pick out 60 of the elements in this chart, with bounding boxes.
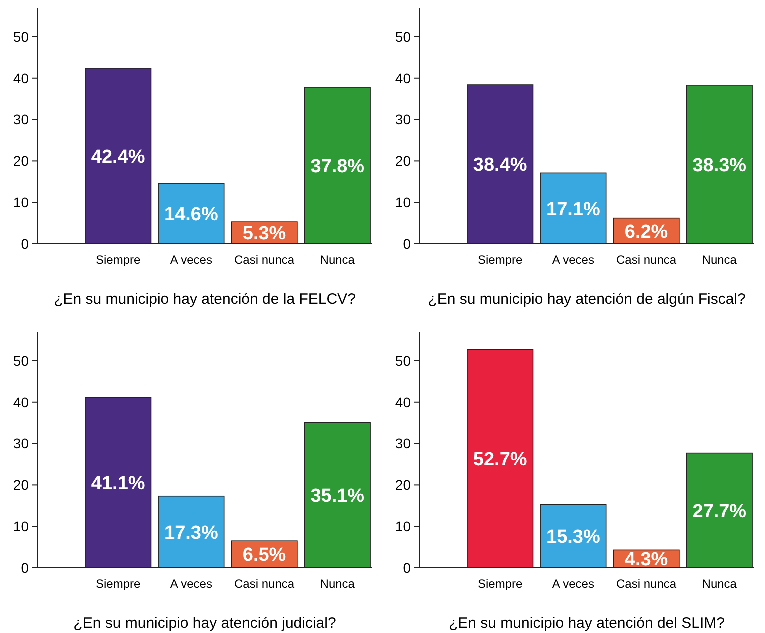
x-axis-title: ¿En su municipio hay atención del SLIM? bbox=[449, 615, 725, 632]
y-tick-label: 10 bbox=[395, 518, 412, 534]
y-tick-label: 50 bbox=[395, 28, 412, 45]
data-label: 6.5% bbox=[242, 545, 286, 566]
y-tick-label: 20 bbox=[13, 477, 30, 494]
y-tick-label: 0 bbox=[21, 560, 30, 576]
y-tick-label: 40 bbox=[13, 70, 30, 86]
data-label: 41.1% bbox=[91, 474, 146, 495]
data-label: 15.3% bbox=[546, 526, 600, 548]
data-label: 38.3% bbox=[692, 155, 747, 176]
y-tick-label: 10 bbox=[13, 194, 30, 210]
y-tick-label: 40 bbox=[395, 70, 412, 86]
y-tick-label: 30 bbox=[395, 436, 412, 452]
x-axis-title: ¿En su municipio hay atención de la FELCV? bbox=[54, 291, 356, 308]
x-tick-label: A veces bbox=[552, 577, 594, 591]
data-label: 5.3% bbox=[242, 224, 286, 245]
x-tick-label: Nunca bbox=[702, 253, 738, 267]
x-tick-label: A veces bbox=[170, 253, 212, 267]
y-tick-label: 20 bbox=[395, 477, 412, 494]
y-tick-label: 40 bbox=[395, 394, 412, 410]
data-label: 17.1% bbox=[546, 199, 600, 220]
y-tick-label: 10 bbox=[395, 194, 412, 210]
x-tick-label: Siempre bbox=[96, 253, 142, 267]
x-tick-label: Nunca bbox=[320, 253, 356, 267]
data-label: 42.4% bbox=[91, 146, 146, 168]
y-tick-label: 10 bbox=[13, 518, 30, 534]
data-label: 14.6% bbox=[164, 204, 218, 226]
data-label: 35.1% bbox=[310, 486, 365, 507]
y-tick-label: 0 bbox=[403, 236, 412, 252]
y-tick-label: 30 bbox=[13, 436, 30, 452]
data-label: 17.3% bbox=[164, 522, 218, 544]
y-tick-label: 50 bbox=[13, 352, 30, 369]
data-label: 52.7% bbox=[473, 450, 528, 471]
data-label: 38.4% bbox=[473, 155, 528, 176]
data-label: 37.8% bbox=[310, 156, 365, 178]
y-tick-label: 50 bbox=[395, 352, 412, 369]
x-axis-title: ¿En su municipio hay atención judicial? bbox=[74, 615, 336, 632]
x-tick-label: Casi nunca bbox=[616, 253, 677, 267]
y-tick-label: 30 bbox=[395, 112, 412, 128]
data-label: 4.3% bbox=[624, 550, 668, 571]
x-tick-label: Casi nunca bbox=[234, 253, 295, 267]
y-tick-label: 30 bbox=[13, 112, 30, 128]
y-tick-label: 50 bbox=[13, 28, 30, 45]
x-tick-label: A veces bbox=[170, 577, 212, 591]
x-tick-label: Casi nunca bbox=[234, 577, 295, 591]
y-tick-label: 40 bbox=[13, 394, 30, 410]
x-tick-label: Casi nunca bbox=[616, 577, 677, 591]
x-tick-label: Nunca bbox=[320, 577, 356, 591]
data-label: 6.2% bbox=[624, 222, 668, 243]
y-tick-label: 0 bbox=[21, 236, 30, 252]
x-tick-label: Nunca bbox=[702, 577, 738, 591]
y-tick-label: 20 bbox=[395, 153, 412, 170]
y-tick-label: 20 bbox=[13, 153, 30, 170]
x-tick-label: Siempre bbox=[478, 577, 524, 591]
data-label: 27.7% bbox=[692, 501, 747, 522]
x-axis-title: ¿En su municipio hay atención de algún Fiscal? bbox=[428, 291, 746, 308]
x-tick-label: A veces bbox=[552, 253, 594, 267]
x-tick-label: Siempre bbox=[96, 577, 142, 591]
y-tick-label: 0 bbox=[403, 560, 412, 576]
x-tick-label: Siempre bbox=[478, 253, 524, 267]
